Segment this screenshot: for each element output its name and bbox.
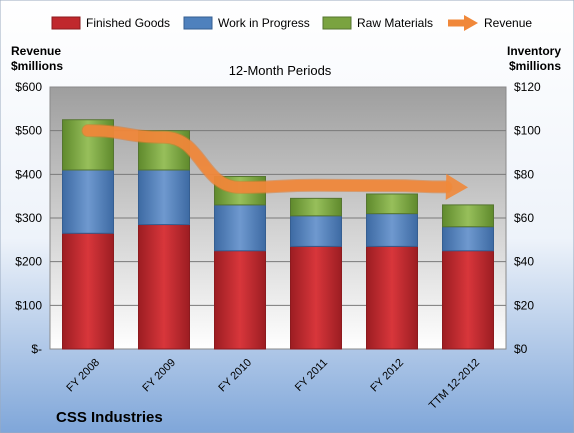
- bar-work-in-progress: [138, 169, 190, 226]
- left-axis-ticks: $- $100 $200 $300 $400 $500 $600: [15, 80, 42, 356]
- left-tick-label: $600: [15, 80, 42, 94]
- bar-finished-goods: [290, 245, 342, 350]
- legend-label-finished-goods: Finished Goods: [86, 16, 170, 30]
- bar-work-in-progress: [366, 213, 418, 247]
- left-tick-label: $200: [15, 255, 42, 269]
- legend-label-raw-materials: Raw Materials: [357, 16, 433, 30]
- bar-finished-goods: [366, 245, 418, 350]
- legend-swatch-raw-materials: [322, 16, 352, 30]
- right-tick-label: $120: [514, 80, 541, 94]
- legend-swatch-work-in-progress: [183, 16, 213, 30]
- bar-raw-materials: [442, 204, 494, 228]
- left-tick-label: $500: [15, 124, 42, 138]
- chart-title: 12-Month Periods: [229, 63, 332, 78]
- right-tick-label: $0: [514, 342, 528, 356]
- revenue-arrowhead: [445, 173, 468, 200]
- gridlines: [50, 130, 506, 306]
- left-axis-title-line2: $millions: [11, 59, 63, 73]
- bar-work-in-progress: [62, 169, 114, 234]
- revenue-line-layer: [81, 124, 468, 200]
- right-tick-label: $60: [514, 211, 534, 225]
- left-tick-label: $-: [31, 342, 42, 356]
- bar-work-in-progress: [442, 226, 494, 252]
- left-tick-label: $400: [15, 167, 42, 181]
- legend-label-work-in-progress: Work in Progress: [218, 16, 310, 30]
- right-tick-label: $20: [514, 298, 534, 312]
- left-axis-title-line1: Revenue: [11, 44, 61, 58]
- right-axis-ticks: $0 $20 $40 $60 $80 $100 $120: [514, 80, 541, 356]
- bar-finished-goods: [214, 250, 266, 350]
- right-tick-label: $40: [514, 255, 534, 269]
- right-tick-label: $100: [514, 124, 541, 138]
- right-tick-label: $80: [514, 167, 534, 181]
- left-tick-label: $100: [15, 298, 42, 312]
- bar-work-in-progress: [214, 204, 266, 252]
- legend-swatch-finished-goods: [51, 16, 81, 30]
- legend-label-revenue: Revenue: [484, 16, 532, 30]
- legend-swatch-revenue-arrowhead: [464, 15, 478, 31]
- bar-finished-goods: [62, 232, 114, 350]
- bar-raw-materials: [366, 193, 418, 215]
- bar-finished-goods: [442, 250, 494, 350]
- bar-finished-goods: [138, 224, 190, 350]
- company-name: CSS Industries: [56, 409, 163, 426]
- right-axis-title-line1: Inventory: [507, 44, 561, 58]
- right-axis-title-line2: $millions: [509, 59, 561, 73]
- bar-raw-materials: [290, 197, 342, 217]
- left-tick-label: $300: [15, 211, 42, 225]
- bar-work-in-progress: [290, 215, 342, 247]
- legend: Finished Goods Work in Progress Raw Mate…: [51, 15, 532, 31]
- revenue-line: [82, 125, 452, 193]
